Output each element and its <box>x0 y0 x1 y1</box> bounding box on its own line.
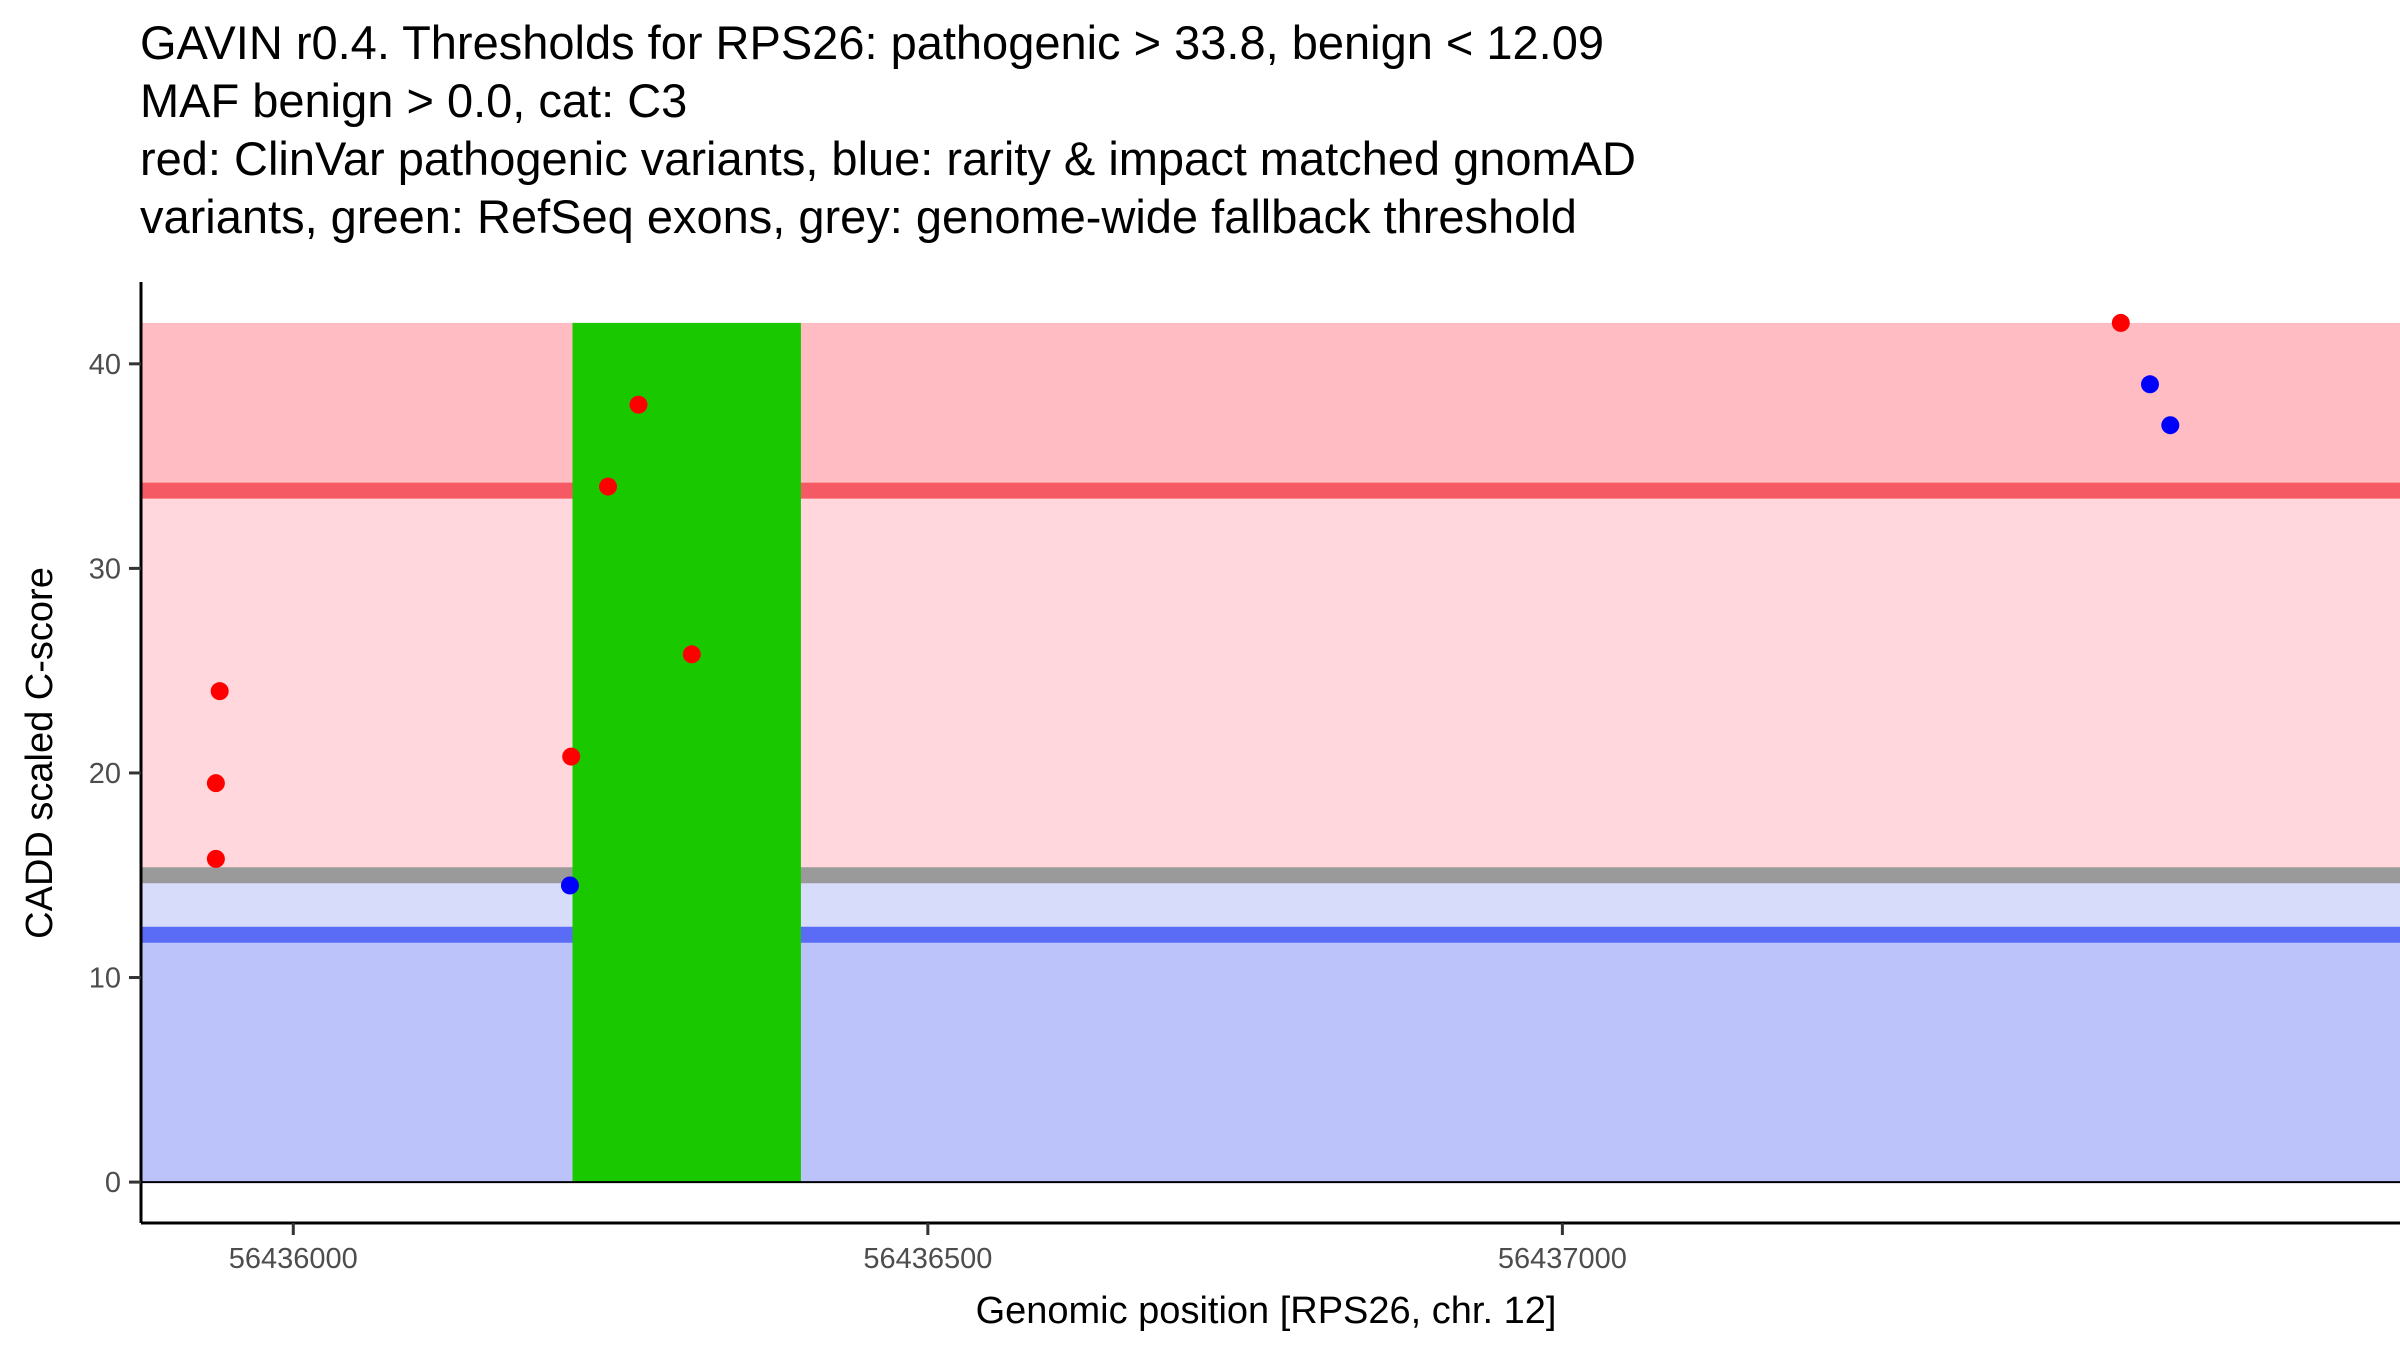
point-gnomad-3 <box>2161 416 2180 435</box>
title-line-3: red: ClinVar pathogenic variants, blue: … <box>140 132 1636 185</box>
y-tick-label-10: 10 <box>89 963 121 995</box>
point-clinvar-3 <box>210 682 229 701</box>
x-tick-label-56437000: 56437000 <box>1498 1243 1627 1275</box>
point-clinvar-2 <box>206 774 225 793</box>
x-axis-title: Genomic position [RPS26, chr. 12] <box>976 1290 1557 1332</box>
point-gnomad-2 <box>2140 375 2159 394</box>
y-tick-label-30: 30 <box>89 553 121 585</box>
point-gnomad-1 <box>560 876 579 895</box>
pathogenic-zone <box>141 322 2400 491</box>
benign-zone <box>141 934 2400 1183</box>
title-line-1: GAVIN r0.4. Thresholds for RPS26: pathog… <box>140 16 1605 69</box>
point-clinvar-5 <box>599 477 618 496</box>
exon-rects <box>572 322 801 1183</box>
title-line-2: MAF benign > 0.0, cat: C3 <box>140 74 688 127</box>
point-clinvar-6 <box>629 395 648 414</box>
x-tick-label-56436500: 56436500 <box>863 1243 992 1275</box>
point-clinvar-7 <box>682 645 701 664</box>
axes: 0 10 20 30 40 56436000 56436500 56437000 <box>89 282 2400 1275</box>
exon-1 <box>572 322 801 1183</box>
y-tick-label-20: 20 <box>89 758 121 790</box>
data-points <box>206 313 2180 895</box>
title-line-4: variants, green: RefSeq exons, grey: gen… <box>140 190 1577 243</box>
fallback-pathogenic-zone <box>141 490 2400 876</box>
y-axis-title: CADD scaled C-score <box>19 567 61 939</box>
threshold-lines <box>141 482 2400 943</box>
threshold-bands <box>141 322 2400 1183</box>
x-tick-label-56436000: 56436000 <box>229 1243 358 1275</box>
point-clinvar-4 <box>562 747 581 766</box>
y-tick-label-40: 40 <box>89 349 121 381</box>
point-clinvar-8 <box>2111 313 2130 332</box>
chart-title: GAVIN r0.4. Thresholds for RPS26: pathog… <box>140 14 2380 246</box>
point-clinvar-1 <box>206 849 225 868</box>
fallback-benign-zone <box>141 875 2400 935</box>
y-tick-label-0: 0 <box>105 1167 121 1199</box>
